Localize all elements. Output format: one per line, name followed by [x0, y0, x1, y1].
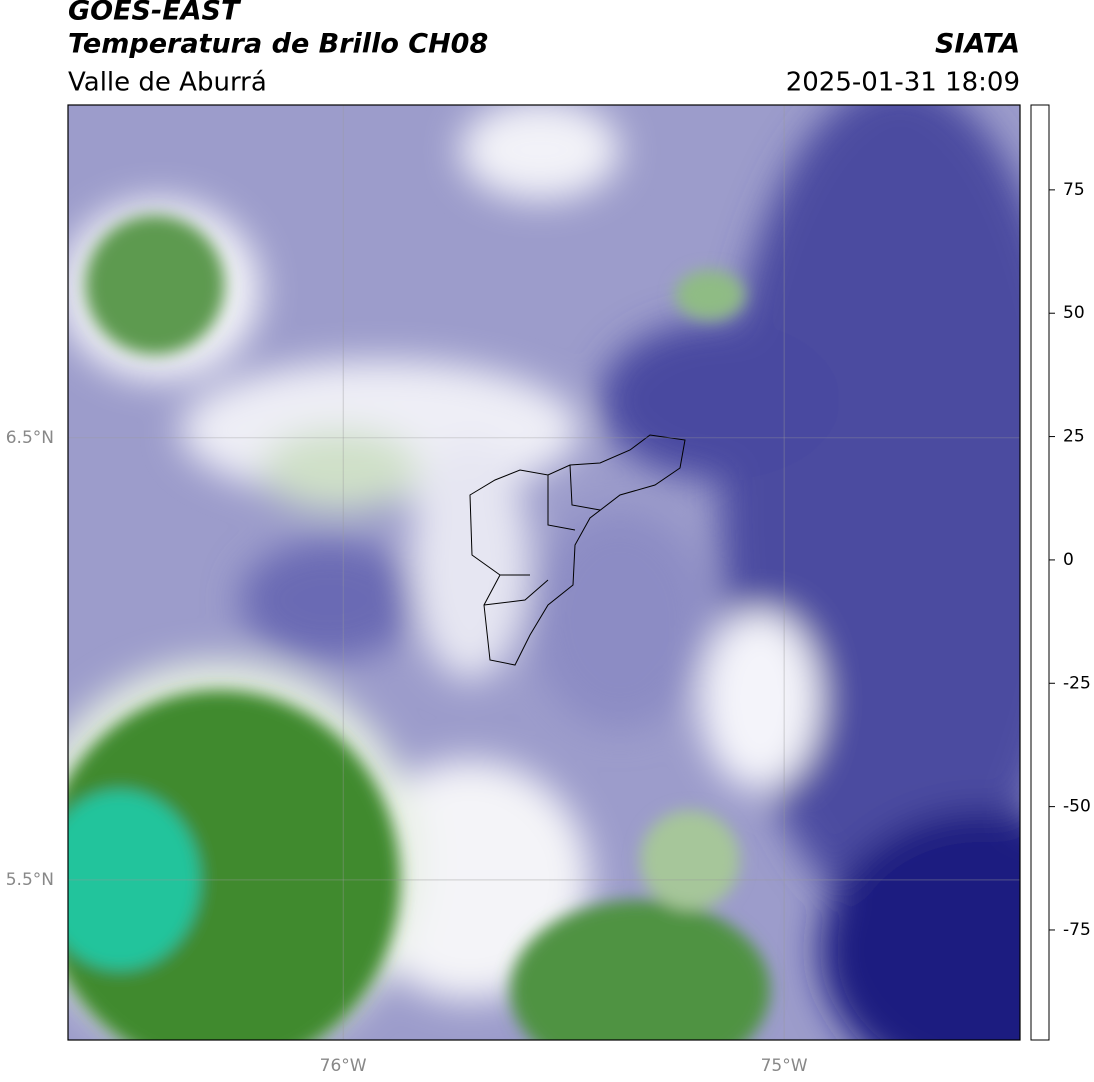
colorbar-tick-label: 25	[1063, 427, 1085, 447]
colorbar-tick-label: 0	[1063, 550, 1074, 570]
timestamp: 2025-01-31 18:09	[786, 68, 1020, 98]
colorbar-tick-label: -50	[1063, 797, 1091, 817]
y-tick-label: 6.5°N	[6, 428, 54, 448]
x-tick-label: 76°W	[320, 1056, 367, 1076]
colorbar-tick-label: -25	[1063, 673, 1091, 693]
colorbar-tick-label: 50	[1063, 303, 1085, 323]
region: Valle de Aburrá	[68, 68, 267, 98]
satellite-image	[68, 105, 1020, 1040]
colorbar	[1030, 104, 1050, 1041]
x-tick-label: 75°W	[761, 1056, 808, 1076]
subtitle: Temperatura de Brillo CH08	[68, 29, 488, 60]
source: SIATA	[935, 29, 1020, 60]
grid	[68, 105, 1020, 1040]
map-frame	[67, 104, 1021, 1041]
colorbar-tick-label: 75	[1063, 180, 1085, 200]
title: GOES-EAST	[68, 0, 242, 27]
y-tick-label: 5.5°N	[6, 870, 54, 890]
boundary	[469, 434, 686, 666]
colorbar-tick-label: -75	[1063, 920, 1091, 940]
